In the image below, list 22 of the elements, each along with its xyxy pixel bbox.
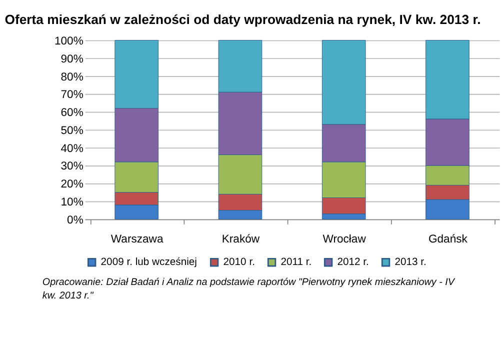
chart-title: Oferta mieszkań w zależności od daty wprowadzenia na rynek, IV kw. 2013 r. xyxy=(4,12,481,28)
y-tick-label: 80% xyxy=(60,71,84,84)
legend-label: 2012 r. xyxy=(337,257,369,268)
y-tick-label: 0% xyxy=(67,214,84,226)
y-tick-label: 40% xyxy=(60,142,84,155)
legend-label: 2011 r. xyxy=(280,257,312,268)
x-tick-label: Gdańsk xyxy=(428,233,468,246)
x-tick-label: Wrocław xyxy=(322,233,367,246)
text: Opracowanie: Dział Badań i Analiz na podstawie raportów "Pierwotny rynek mieszkaniowy - IV kw. 2013 r." xyxy=(42,277,456,302)
legend-label: 2013 r. xyxy=(394,257,426,268)
y-tick-label: 70% xyxy=(60,89,84,102)
y-tick-label: 100% xyxy=(54,35,84,48)
y-tick-label: 20% xyxy=(60,178,84,191)
y-tick-label: 10% xyxy=(60,196,84,209)
x-tick-label: Kraków xyxy=(222,233,260,246)
x-tick-label: Warszawa xyxy=(110,233,164,246)
legend-label: 2010 r. xyxy=(223,257,255,268)
y-tick-label: 90% xyxy=(60,53,84,66)
y-tick-label: 60% xyxy=(60,107,84,120)
legend-label: 2009 r. lub wcześniej xyxy=(100,257,197,268)
y-tick-label: 30% xyxy=(60,160,84,173)
y-tick-label: 50% xyxy=(60,124,84,137)
